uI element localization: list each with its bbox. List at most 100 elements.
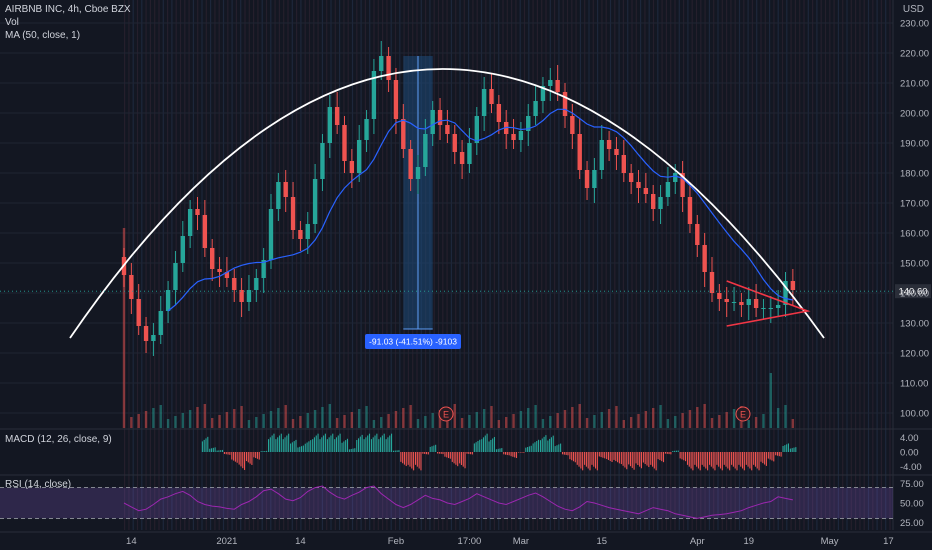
macd-hist-bar <box>536 441 538 452</box>
session-stripe <box>334 0 336 530</box>
macd-hist-bar <box>389 435 391 452</box>
candle-body <box>504 122 509 134</box>
macd-hist-bar <box>391 433 393 452</box>
session-stripe <box>855 0 857 530</box>
candle <box>621 140 626 182</box>
volume-bar <box>313 410 317 428</box>
macd-hist-bar <box>301 446 303 452</box>
macd-hist-bar <box>313 437 315 452</box>
session-stripe <box>442 0 444 530</box>
last-price-tag <box>895 284 931 299</box>
macd-hist-bar <box>475 442 477 452</box>
session-stripe <box>274 0 276 530</box>
macd-hist-bar <box>607 452 609 461</box>
candle <box>709 257 715 302</box>
macd-hist-bar <box>479 439 481 452</box>
macd-hist-bar <box>201 441 203 452</box>
candle-body <box>445 125 450 134</box>
candle-body <box>195 209 200 215</box>
session-stripe <box>661 0 663 530</box>
volume-bar <box>527 408 530 428</box>
session-stripe <box>278 0 280 530</box>
macd-hist-bar <box>288 433 290 452</box>
session-stripe <box>373 0 375 530</box>
y-tick-label: 160.00 <box>900 229 929 240</box>
session-stripe <box>511 0 513 530</box>
volume-bar <box>166 419 170 428</box>
macd-hist-bar <box>782 446 784 452</box>
macd-hist-bar <box>773 452 775 462</box>
rsi-legend[interactable]: RSI (14, close) <box>5 479 71 490</box>
volume-bar <box>262 414 265 428</box>
candle <box>386 47 391 92</box>
macd-hist-bar <box>562 452 564 455</box>
candle-body <box>614 149 619 155</box>
macd-hist-bar <box>701 452 703 465</box>
volume-bar <box>225 412 229 428</box>
macd-hist-bar <box>672 450 674 452</box>
macd-hist-bar <box>446 452 448 458</box>
macd-hist-bar <box>490 439 492 452</box>
candle-body <box>628 173 634 182</box>
candle <box>364 110 369 152</box>
macd-hist-bar <box>310 440 312 452</box>
candle-body <box>606 140 612 149</box>
session-stripe <box>674 0 676 530</box>
macd-hist-bar <box>775 452 777 456</box>
macd-hist-bar <box>743 452 745 471</box>
candle-body <box>261 260 266 278</box>
symbol-legend[interactable]: AIRBNB INC, 4h, Cboe BZX <box>5 4 131 15</box>
macd-hist-bar <box>481 439 483 452</box>
macd-hist-bar <box>268 439 270 452</box>
volume-bar <box>615 406 618 428</box>
candle-body <box>173 263 178 290</box>
volume-legend[interactable]: Vol <box>5 17 19 28</box>
session-stripe <box>360 0 362 530</box>
macd-hist-bar <box>306 442 308 452</box>
macd-hist-bar <box>778 452 780 457</box>
volume-bar <box>269 411 273 428</box>
volume-bar <box>710 418 714 428</box>
macd-hist-bar <box>787 443 789 452</box>
macd-hist-bar <box>225 452 227 455</box>
volume-bar <box>696 407 699 428</box>
macd-hist-bar <box>617 452 619 463</box>
ma-legend[interactable]: MA (50, close, 1) <box>5 30 80 41</box>
macd-hist-bar <box>425 452 428 455</box>
macd-hist-bar <box>686 452 689 465</box>
session-stripe <box>257 0 259 530</box>
session-stripe <box>562 0 564 530</box>
candle <box>239 278 244 317</box>
candle <box>540 77 546 113</box>
candle <box>606 131 612 161</box>
candle-body <box>151 335 156 341</box>
symbol-title: AIRBNB INC, 4h, Cboe BZX <box>5 4 131 15</box>
candle <box>658 185 663 224</box>
macd-hist-bar <box>545 435 547 452</box>
session-stripe <box>339 0 341 530</box>
candle-body <box>651 194 656 209</box>
volume-bar <box>791 419 795 428</box>
session-stripe <box>652 0 655 530</box>
session-stripe <box>446 0 448 530</box>
macd-hist-bar <box>552 435 554 452</box>
x-tick-label: 19 <box>743 536 754 547</box>
macd-hist-bar <box>240 452 242 467</box>
session-stripe <box>747 0 749 530</box>
macd-hist-bar <box>699 452 701 471</box>
candle-body <box>489 89 494 104</box>
macd-hist-bar <box>457 452 459 467</box>
macd-hist-bar <box>515 452 518 458</box>
session-stripe <box>351 0 354 530</box>
macd-legend[interactable]: MACD (12, 26, close, 9) <box>5 434 112 445</box>
volume-bar <box>578 404 581 428</box>
macd-hist-bar <box>407 452 409 465</box>
session-stripe <box>356 0 358 530</box>
currency-label[interactable]: USD <box>903 4 924 15</box>
macd-hist-bar <box>218 450 220 452</box>
macd-hist-bar <box>312 439 314 452</box>
macd-hist-bar <box>745 452 747 465</box>
x-tick-label: Feb <box>388 536 404 547</box>
candle <box>151 323 156 356</box>
